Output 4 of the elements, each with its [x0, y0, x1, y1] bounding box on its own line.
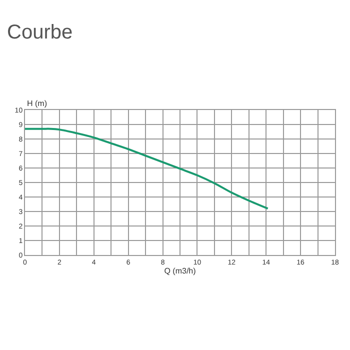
line-series [25, 128, 269, 210]
chart-title: Courbe [7, 22, 73, 44]
y-axis-title: H (m) [27, 99, 48, 108]
x-axis-title: Q (m3/h) [164, 266, 196, 276]
